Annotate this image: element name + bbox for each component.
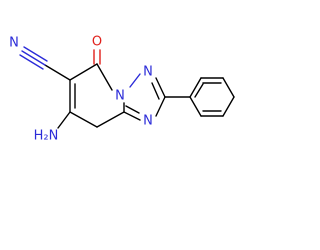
bond <box>155 96 166 117</box>
bond <box>96 111 125 128</box>
bond <box>69 111 98 128</box>
bond <box>123 111 141 121</box>
bond <box>96 63 113 91</box>
bond <box>222 96 235 117</box>
molecule-diagram: N O N N N H₂N <box>0 0 250 250</box>
bonds <box>19 46 235 129</box>
background <box>0 0 250 250</box>
bond <box>222 77 235 98</box>
bond <box>125 105 140 114</box>
bond <box>151 82 160 100</box>
atom-label: O <box>92 35 102 50</box>
bond <box>19 54 44 70</box>
bond <box>189 96 202 117</box>
bond <box>44 64 71 81</box>
atom-label: N <box>143 65 153 80</box>
bond <box>69 63 98 81</box>
bond <box>129 73 141 88</box>
bond <box>189 77 202 98</box>
atom-label: N <box>143 114 153 129</box>
bond <box>21 50 46 66</box>
atom-label: H₂N <box>34 129 59 144</box>
bond <box>194 83 204 98</box>
atom-label: N <box>9 36 19 51</box>
bond <box>23 46 48 62</box>
bond <box>155 77 166 98</box>
atom-label: N <box>115 89 125 104</box>
bond <box>57 111 71 129</box>
